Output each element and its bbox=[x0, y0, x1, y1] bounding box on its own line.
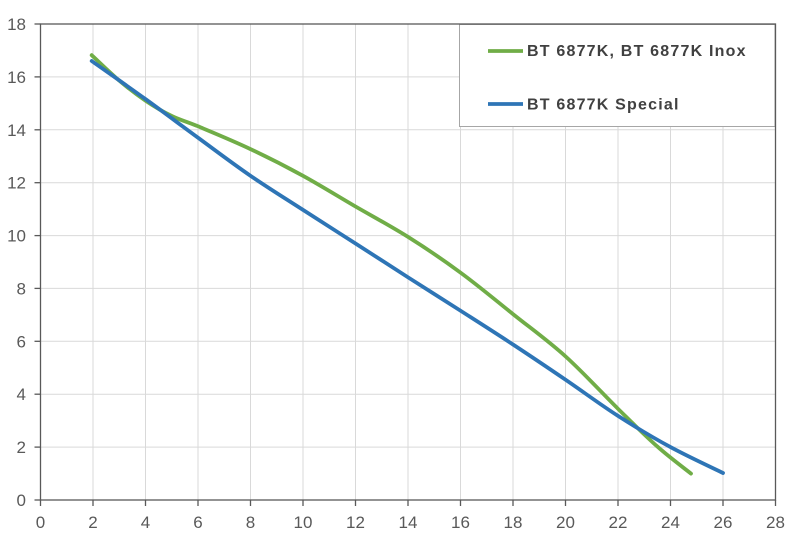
svg-text:20: 20 bbox=[556, 513, 575, 532]
svg-text:0: 0 bbox=[17, 491, 26, 510]
svg-text:16: 16 bbox=[451, 513, 470, 532]
svg-text:24: 24 bbox=[661, 513, 680, 532]
svg-text:10: 10 bbox=[294, 513, 313, 532]
svg-text:BT 6877K Special: BT 6877K Special bbox=[527, 97, 680, 114]
svg-text:14: 14 bbox=[399, 513, 418, 532]
svg-text:14: 14 bbox=[7, 121, 26, 140]
svg-text:16: 16 bbox=[7, 68, 26, 87]
svg-text:22: 22 bbox=[609, 513, 628, 532]
svg-text:12: 12 bbox=[346, 513, 365, 532]
svg-text:26: 26 bbox=[714, 513, 733, 532]
svg-text:BT 6877K, BT 6877K Inox: BT 6877K, BT 6877K Inox bbox=[527, 43, 747, 60]
svg-text:18: 18 bbox=[504, 513, 523, 532]
svg-text:18: 18 bbox=[7, 15, 26, 34]
svg-text:8: 8 bbox=[17, 279, 26, 298]
svg-text:8: 8 bbox=[246, 513, 255, 532]
svg-text:4: 4 bbox=[141, 513, 150, 532]
svg-text:6: 6 bbox=[17, 332, 26, 351]
svg-text:10: 10 bbox=[7, 227, 26, 246]
svg-text:2: 2 bbox=[17, 438, 26, 457]
svg-text:28: 28 bbox=[766, 513, 785, 532]
svg-text:12: 12 bbox=[7, 174, 26, 193]
svg-text:2: 2 bbox=[88, 513, 97, 532]
svg-text:6: 6 bbox=[193, 513, 202, 532]
svg-text:4: 4 bbox=[17, 385, 26, 404]
svg-text:0: 0 bbox=[36, 513, 45, 532]
